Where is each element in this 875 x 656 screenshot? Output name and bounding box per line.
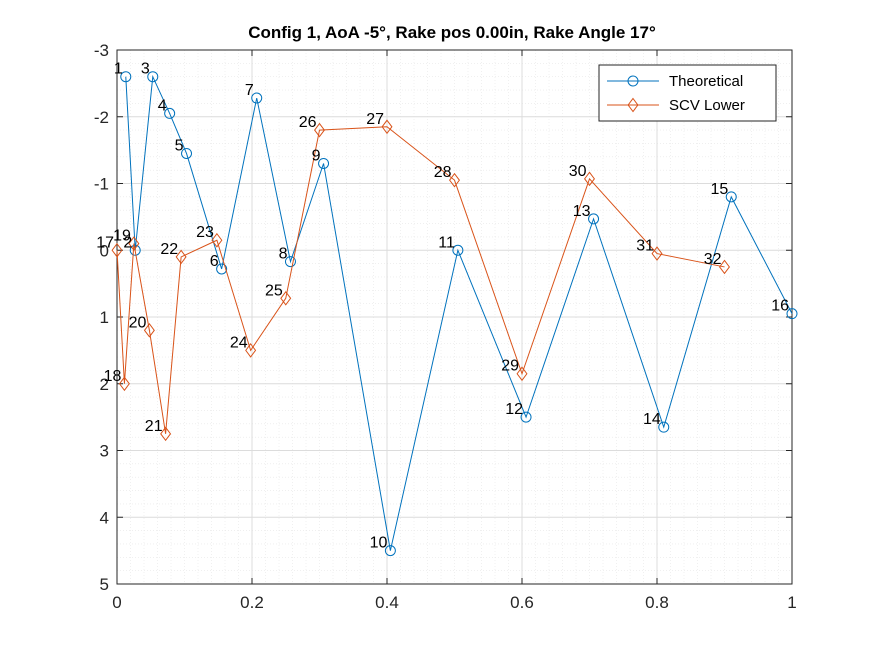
data-point-diamond <box>719 259 730 275</box>
legend-label: SCV Lower <box>669 97 745 114</box>
point-label: 7 <box>245 82 254 99</box>
point-label: 17 <box>96 234 114 251</box>
point-label: 4 <box>158 97 167 114</box>
data-point-circle <box>318 157 330 169</box>
data-point-diamond <box>111 242 123 258</box>
y-tick-label: 0 <box>100 241 109 260</box>
legend: Theoretical SCV Lower <box>598 64 777 122</box>
data-point-diamond <box>381 119 393 135</box>
data-point-circle <box>216 263 228 275</box>
point-label: 2 <box>123 234 132 251</box>
series-layer <box>111 71 798 557</box>
chart-title: Config 1, AoA -5°, Rake pos 0.00in, Rake… <box>248 23 656 42</box>
data-point-circle <box>181 147 193 159</box>
data-point-diamond <box>449 172 460 188</box>
point-label: 9 <box>312 147 321 164</box>
point-label: 19 <box>113 228 131 245</box>
data-point-circle <box>251 92 263 104</box>
y-tick-label: 3 <box>100 442 109 461</box>
point-label: 21 <box>145 418 163 435</box>
data-point-circle <box>658 421 670 433</box>
data-point-circle <box>284 256 296 268</box>
y-tick-label: -3 <box>94 41 109 60</box>
point-label: 5 <box>175 137 184 154</box>
series-line <box>125 74 793 551</box>
point-label: 15 <box>710 181 728 198</box>
point-label: 6 <box>210 253 219 270</box>
data-point-diamond <box>160 426 172 442</box>
data-point-diamond <box>118 376 130 392</box>
data-point-diamond <box>128 236 140 251</box>
point-label: 30 <box>569 163 587 180</box>
series-2 <box>111 119 730 442</box>
x-tick-label: 0.8 <box>645 593 669 612</box>
x-tick-label: 0.2 <box>240 593 264 612</box>
point-label: 1 <box>114 61 123 78</box>
point-label: 29 <box>501 358 519 375</box>
point-label: 25 <box>265 282 283 299</box>
legend-item: Theoretical <box>607 73 743 90</box>
data-point-circle <box>129 244 141 256</box>
data-point-circle <box>627 75 639 87</box>
x-tick-label: 1 <box>787 593 796 612</box>
point-labels: 1234567891011121314151617181920212223242… <box>96 61 789 552</box>
point-label: 12 <box>505 401 523 418</box>
y-tick-label: 2 <box>100 375 109 394</box>
x-tick-label: 0.6 <box>510 593 534 612</box>
data-point-diamond <box>143 323 155 338</box>
data-point-circle <box>786 308 798 320</box>
data-point-diamond <box>627 97 639 113</box>
data-point-diamond <box>651 246 663 261</box>
data-point-diamond <box>175 249 187 265</box>
series-line <box>116 126 725 434</box>
legend-label: Theoretical <box>669 73 743 90</box>
data-point-circle <box>452 244 464 256</box>
point-label: 11 <box>438 234 455 251</box>
y-tick-label: -1 <box>94 175 109 194</box>
point-label: 31 <box>636 238 654 255</box>
data-point-circle <box>520 411 532 423</box>
series-1 <box>120 71 798 557</box>
data-point-diamond <box>245 343 257 358</box>
data-point-diamond <box>516 366 528 382</box>
point-label: 10 <box>370 535 388 552</box>
x-axis-ticks: 0 0.2 0.4 0.6 0.8 1 <box>112 50 797 612</box>
x-tick-label: 0 <box>112 593 121 612</box>
point-label: 20 <box>129 314 147 331</box>
legend-item: SCV Lower <box>607 97 745 114</box>
data-point-diamond <box>314 122 325 138</box>
y-tick-label: 5 <box>100 575 109 594</box>
data-point-circle <box>588 213 600 225</box>
data-point-circle <box>725 191 737 203</box>
point-label: 24 <box>230 334 248 351</box>
point-label: 13 <box>573 203 591 220</box>
point-label: 16 <box>771 298 789 315</box>
point-label: 18 <box>104 368 122 385</box>
y-tick-label: -2 <box>94 108 109 127</box>
y-tick-label: 1 <box>100 308 109 327</box>
data-point-circle <box>164 107 176 119</box>
point-label: 27 <box>366 111 384 128</box>
point-label: 23 <box>196 224 214 241</box>
point-label: 26 <box>299 114 317 131</box>
x-tick-label: 0.4 <box>375 593 399 612</box>
legend-box <box>598 64 777 122</box>
point-label: 14 <box>643 411 661 428</box>
data-point-diamond <box>280 290 292 306</box>
data-point-diamond <box>584 171 595 187</box>
point-label: 3 <box>141 61 150 78</box>
data-point-circle <box>120 71 132 83</box>
point-label: 8 <box>279 246 288 263</box>
point-label: 22 <box>160 241 178 258</box>
data-point-circle <box>147 71 159 83</box>
data-point-diamond <box>211 232 223 248</box>
point-label: 32 <box>704 251 722 268</box>
point-label: 28 <box>434 164 452 181</box>
y-tick-label: 4 <box>100 508 109 527</box>
data-point-circle <box>384 545 396 557</box>
